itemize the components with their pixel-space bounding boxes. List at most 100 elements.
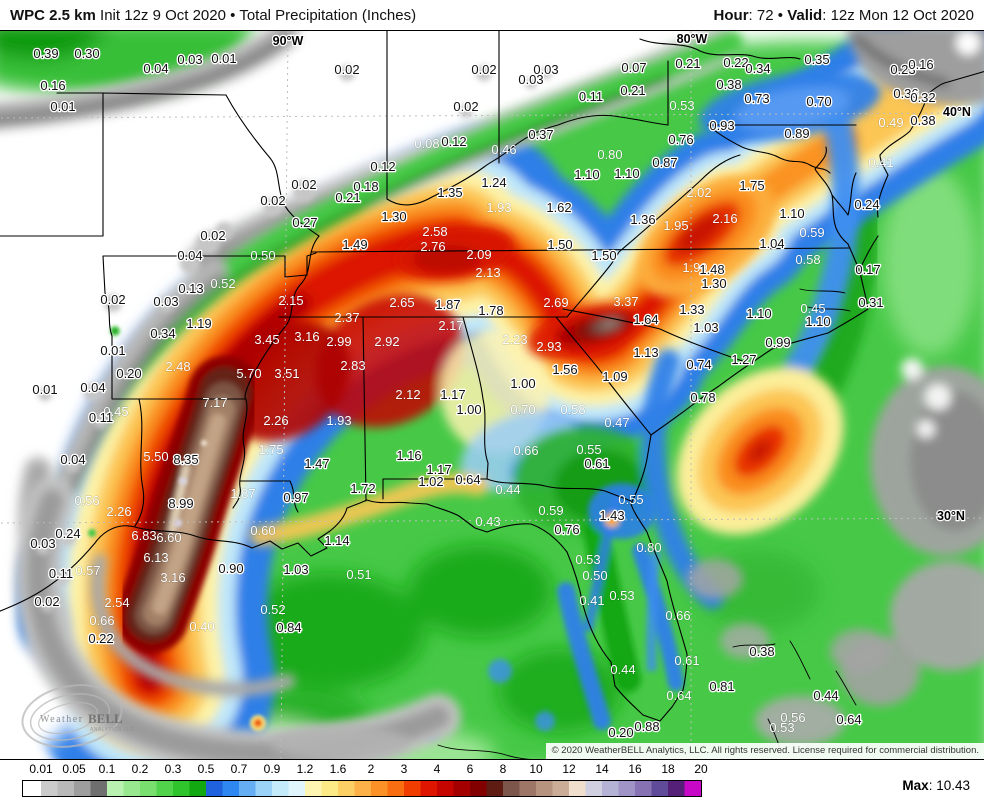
map-area: Weather BELL ANALYTICS LLC 90°W 80°W 40°N 3…	[0, 30, 984, 760]
watermark-subtitle: ANALYTICS LLC	[90, 727, 134, 733]
precip-value-label: 6.13	[143, 550, 168, 565]
precip-value-label: 0.34	[150, 326, 175, 341]
precip-value-label: 1.72	[350, 481, 375, 496]
precip-map: Weather BELL ANALYTICS LLC 90°W 80°W 40°N 3…	[0, 31, 984, 759]
precip-value-label: 1.10	[746, 306, 771, 321]
precip-value-label: 0.70	[806, 94, 831, 109]
precip-value-label: 0.53	[575, 552, 600, 567]
precip-value-label: 0.11	[579, 89, 603, 104]
watermark-brand-suffix: BELL	[88, 711, 123, 726]
precip-value-label: 0.97	[283, 490, 308, 505]
precip-value-label: 0.01	[211, 51, 236, 66]
precip-value-label: 2.26	[263, 413, 288, 428]
precip-value-label: 0.35	[804, 52, 829, 67]
precip-value-label: 1.02	[418, 474, 443, 489]
legend-tick-label: 0.5	[197, 762, 215, 776]
legend-tick-label: 0.2	[131, 762, 149, 776]
precip-value-label: 2.69	[543, 295, 568, 310]
legend-tick-label: 1.2	[296, 762, 314, 776]
precip-value-label: 1.00	[456, 402, 481, 417]
precip-value-label: 2.48	[165, 359, 190, 374]
precip-value-label: 1.13	[633, 345, 658, 360]
precip-value-label: 0.78	[690, 390, 715, 405]
precip-value-label: 0.74	[686, 357, 711, 372]
islands	[437, 640, 857, 759]
precip-value-label: 1.99	[682, 260, 707, 275]
precip-value-label: 2.16	[712, 211, 737, 226]
precip-value-label: 0.11	[89, 410, 113, 425]
legend-tick-label: 0.1	[98, 762, 116, 776]
precip-value-label: 1.93	[326, 413, 351, 428]
precip-value-label: 0.20	[116, 366, 141, 381]
precip-value-label: 0.90	[218, 561, 243, 576]
nc-sounds	[799, 288, 851, 312]
precip-value-label: 0.27	[292, 215, 317, 230]
max-value: 10.43	[936, 778, 970, 793]
precip-value-label: 1.75	[258, 442, 283, 457]
precip-value-label: 0.41	[579, 593, 604, 608]
precip-value-label: 1.56	[552, 362, 577, 377]
precip-value-label: 0.93	[709, 118, 734, 133]
precip-value-label: 0.23	[890, 62, 915, 77]
precip-value-label: 0.53	[609, 588, 634, 603]
precip-value-label: 0.66	[665, 608, 690, 623]
precip-value-label: 1.10	[614, 166, 639, 181]
state-lines-south	[278, 247, 851, 502]
precip-value-label: 1.93	[486, 200, 511, 215]
max-colon: :	[928, 778, 937, 793]
precip-value-label: 3.16	[160, 570, 185, 585]
precip-value-label: 0.21	[335, 190, 360, 205]
precip-value-label: 0.22	[88, 631, 113, 646]
hour-label: Hour	[713, 6, 749, 24]
precip-value-label: 0.02	[291, 177, 316, 192]
precip-value-label: 0.04	[60, 452, 85, 467]
precip-value-label: 0.52	[260, 602, 285, 617]
precip-value-label: 1.00	[510, 376, 535, 391]
legend-cell	[272, 781, 305, 796]
precip-value-label: 0.38	[910, 113, 935, 128]
legend-cell	[305, 781, 338, 796]
precip-value-label: 0.46	[491, 142, 516, 157]
precip-value-label: 0.40	[189, 619, 214, 634]
legend-tick-label: 3	[400, 762, 408, 776]
precip-value-label: 0.44	[610, 662, 635, 677]
precip-value-label: 0.03	[30, 536, 55, 551]
precip-value-label: 2.58	[422, 224, 447, 239]
legend-tick-label: 16	[628, 762, 642, 776]
legend-tick-label: 8	[499, 762, 507, 776]
watermark-swirl-icon	[21, 684, 123, 748]
precip-value-label: 0.21	[675, 56, 700, 71]
precip-value-label: 7.17	[202, 395, 227, 410]
legend-cell	[140, 781, 173, 796]
legend-tick-labels: 0.01 0.05 0.1 0.2 0.3 0.5 0.7 0.9 1.2 1.6 2 3 4 6 8 10 1…	[0, 762, 984, 778]
precip-value-label: 0.02	[34, 594, 59, 609]
precip-value-label: 1.16	[396, 448, 421, 463]
legend-tick-label: 10	[529, 762, 543, 776]
precip-value-label: 0.73	[744, 91, 769, 106]
legend-cell	[74, 781, 107, 796]
precip-value-label: 0.24	[55, 526, 80, 541]
precip-value-label: 0.04	[80, 380, 105, 395]
precip-value-label: 2.54	[104, 595, 129, 610]
precip-value-label: 1.14	[324, 533, 349, 548]
precip-value-label: 0.04	[177, 248, 202, 263]
legend-cell	[404, 781, 437, 796]
precip-value-label: 0.66	[513, 443, 538, 458]
legend-cell	[635, 781, 668, 796]
legend-color-scale	[22, 780, 702, 797]
precip-value-label: 2.93	[536, 339, 561, 354]
precip-value-label: 0.31	[858, 295, 883, 310]
precip-value-label: 0.16	[40, 78, 65, 93]
legend-cell	[107, 781, 140, 796]
legend-cell	[173, 781, 206, 796]
precip-value-label: 0.44	[495, 482, 520, 497]
model-name: WPC 2.5 km	[10, 6, 96, 24]
precip-value-label: 1.17	[426, 462, 451, 477]
state-lines-east	[555, 124, 857, 436]
precip-value-label: 0.01	[32, 382, 57, 397]
precip-value-label: 0.81	[709, 679, 734, 694]
watermark-brand-prefix: Weather	[40, 714, 84, 725]
precip-value-label: 2.12	[395, 387, 420, 402]
precip-value-label: 1.10	[805, 314, 830, 329]
precip-value-label: 0.76	[554, 522, 579, 537]
